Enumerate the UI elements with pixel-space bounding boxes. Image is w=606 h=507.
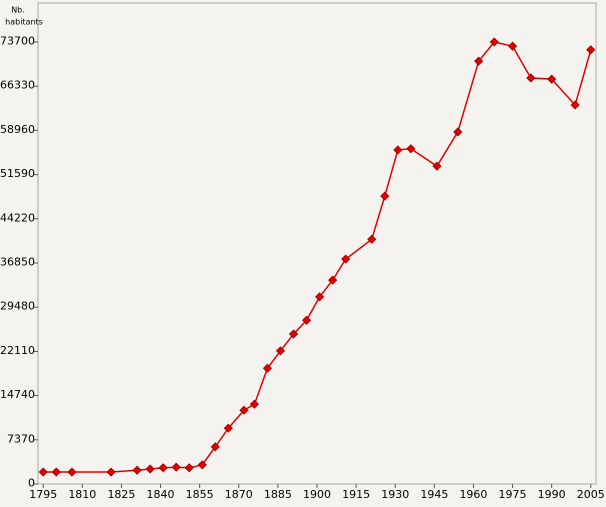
point (249, 399, 259, 409)
plot-frame (37, 2, 597, 485)
point (51, 467, 61, 477)
point (302, 315, 312, 325)
point (288, 329, 299, 339)
point (367, 234, 377, 244)
point (507, 41, 518, 51)
point (474, 56, 484, 66)
point (380, 191, 390, 201)
point (184, 463, 194, 473)
x-tick-label: 1990 (538, 488, 566, 501)
point (132, 465, 142, 475)
y-tick-label: 29480 (0, 300, 35, 313)
y-tick-label: 51590 (0, 167, 35, 180)
x-tick-label: 1960 (459, 488, 487, 501)
x-tick-label: 2005 (577, 488, 605, 501)
y-label: Nb. (11, 6, 25, 15)
point (328, 275, 338, 285)
point (239, 405, 249, 415)
x-tick-label: 1810 (68, 488, 96, 501)
point (315, 292, 325, 302)
point (145, 464, 155, 474)
point (38, 467, 48, 477)
y-tick-label: 73700 (0, 34, 35, 47)
x-tick-label: 1975 (499, 488, 527, 501)
point (262, 363, 273, 373)
x-tick-label: 1945 (420, 488, 448, 501)
x-tick-label: 1870 (225, 488, 253, 501)
x-tick-label: 1900 (303, 488, 331, 501)
y-tick-label: 7370 (7, 432, 35, 445)
y-tick-label: 36850 (0, 255, 35, 268)
y-tick-label: 14740 (0, 388, 35, 401)
point (158, 463, 168, 473)
point (341, 254, 351, 264)
point (489, 37, 499, 47)
point (406, 144, 416, 154)
series-line (43, 41, 592, 473)
point (570, 100, 580, 110)
point (106, 467, 116, 477)
x-tick-label: 1915 (342, 488, 370, 501)
y-tick-label: 44220 (0, 211, 35, 224)
point (197, 460, 207, 470)
point (432, 161, 442, 171)
y-tick-label: 58960 (0, 123, 35, 136)
x-tick-label: 1825 (107, 488, 135, 501)
x-tick-label: 1855 (186, 488, 214, 501)
x-tick-label: 1885 (264, 488, 292, 501)
point (586, 45, 596, 55)
y-tick-label: 66330 (0, 79, 35, 92)
x-tick-label: 1840 (147, 488, 175, 501)
point (526, 73, 536, 83)
point (393, 145, 403, 155)
point (547, 74, 557, 84)
y-tick-label: 22110 (0, 344, 35, 357)
x-tick-label: 1795 (29, 488, 57, 501)
point (67, 467, 77, 477)
y-label: habitants (5, 18, 43, 27)
point (275, 346, 286, 356)
x-tick-label: 1930 (381, 488, 409, 501)
point (171, 462, 181, 472)
point (210, 442, 220, 452)
y-tick-label: 0 (28, 477, 35, 490)
point (223, 423, 233, 433)
point (453, 127, 463, 137)
